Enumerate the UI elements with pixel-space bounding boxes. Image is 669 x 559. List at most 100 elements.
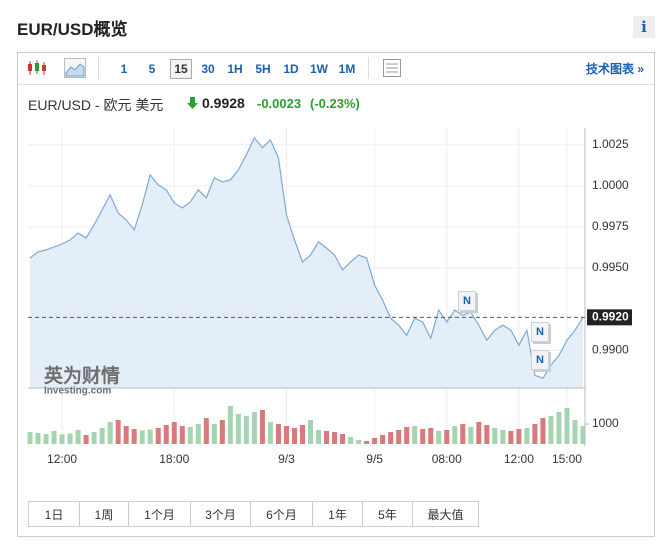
- volume-bar: [43, 434, 49, 444]
- volume-bar: [83, 435, 89, 444]
- interval-button[interactable]: 1W: [310, 62, 328, 76]
- range-button[interactable]: 1个月: [128, 501, 191, 527]
- y-tick-label: 1.0000: [592, 178, 629, 192]
- volume-bar: [235, 414, 241, 444]
- volume-bar: [412, 426, 418, 444]
- volume-bar: [460, 424, 466, 444]
- plot-layer: [27, 128, 586, 446]
- volume-bar: [476, 422, 482, 444]
- range-button[interactable]: 6个月: [250, 501, 313, 527]
- interval-button[interactable]: 15: [170, 59, 192, 79]
- quote-price: 0.9928: [202, 95, 245, 111]
- volume-bar: [27, 432, 33, 444]
- volume-bar: [372, 438, 378, 444]
- volume-bar: [316, 430, 322, 444]
- volume-bar: [115, 420, 121, 444]
- volume-bar: [195, 424, 201, 444]
- volume-bar: [163, 425, 169, 444]
- volume-bar: [500, 430, 506, 444]
- volume-bar: [572, 420, 578, 444]
- y-tick-label: 1.0025: [592, 137, 629, 151]
- volume-bar: [540, 418, 546, 444]
- volume-bar: [340, 434, 346, 444]
- interval-button[interactable]: 30: [201, 62, 215, 76]
- volume-bar: [91, 432, 97, 444]
- x-tick-label: 18:00: [159, 452, 189, 466]
- volume-bar: [203, 418, 209, 444]
- volume-bar: [468, 427, 474, 444]
- y-tick-label: 0.9975: [592, 219, 629, 233]
- volume-bar: [179, 426, 185, 444]
- volume-bar: [580, 426, 586, 444]
- volume-bar: [267, 422, 273, 444]
- page-title: EUR/USD概览: [17, 20, 128, 39]
- watermark-en: Investing.com: [44, 386, 111, 397]
- volume-bar: [75, 430, 81, 444]
- candle-icon[interactable]: [26, 58, 48, 78]
- technical-chart-link[interactable]: 技术图表 »: [586, 62, 645, 76]
- volume-bar: [227, 406, 233, 444]
- volume-bar: [532, 424, 538, 444]
- interval-button[interactable]: 1H: [227, 62, 243, 76]
- volume-bar: [187, 427, 193, 444]
- volume-bar: [348, 437, 354, 444]
- interval-button[interactable]: 1D: [283, 62, 299, 76]
- volume-bar: [283, 426, 289, 444]
- x-tick-label: 9/3: [278, 452, 295, 466]
- down-arrow: [187, 97, 198, 109]
- area-icon[interactable]: [64, 58, 86, 78]
- range-button[interactable]: 1年: [312, 501, 363, 527]
- volume-bar: [508, 431, 514, 444]
- current-price-box: [587, 309, 632, 326]
- quote-change: -0.0023: [257, 96, 302, 111]
- volume-bar: [171, 422, 177, 444]
- range-button[interactable]: 1日: [28, 501, 80, 527]
- volume-bar: [243, 416, 249, 444]
- x-tick-label: 15:00: [552, 452, 582, 466]
- range-button[interactable]: 3个月: [190, 501, 251, 527]
- range-button[interactable]: 1周: [79, 501, 129, 527]
- volume-bar: [131, 429, 137, 444]
- volume-bar: [324, 431, 330, 444]
- interval-button[interactable]: 5H: [255, 62, 271, 76]
- volume-bar: [139, 430, 145, 444]
- volume-bar: [556, 412, 562, 444]
- volume-bar: [388, 432, 394, 444]
- range-button[interactable]: 最大值: [412, 501, 479, 527]
- separator: [368, 57, 369, 79]
- volume-bar: [299, 425, 305, 444]
- volume-bar: [211, 424, 217, 444]
- news-marker[interactable]: N: [531, 350, 549, 370]
- chart-panel: [17, 52, 655, 537]
- news-marker[interactable]: N: [458, 291, 476, 311]
- volume-bar: [155, 428, 161, 444]
- volume-bar: [275, 424, 281, 444]
- table-icon[interactable]: [382, 58, 402, 78]
- volume-bar: [492, 428, 498, 444]
- x-tick-label: 12:00: [504, 452, 534, 466]
- separator: [98, 57, 99, 79]
- volume-bar: [308, 420, 314, 444]
- info-button[interactable]: i: [633, 16, 655, 38]
- x-tick-label: 12:00: [47, 452, 77, 466]
- volume-bar: [51, 431, 57, 444]
- watermark-cn: 英为财情: [44, 364, 120, 387]
- interval-button[interactable]: 5: [148, 62, 156, 76]
- news-marker[interactable]: N: [531, 322, 549, 342]
- volume-bar: [524, 428, 530, 444]
- range-button[interactable]: 5年: [362, 501, 413, 527]
- price-line: [29, 136, 584, 380]
- interval-button[interactable]: 1M: [338, 62, 356, 76]
- volume-bar: [67, 433, 73, 444]
- volume-bar: [147, 429, 153, 444]
- x-tick-label: 9/5: [366, 452, 383, 466]
- volume-bar: [516, 429, 522, 444]
- interval-button[interactable]: 1: [120, 62, 128, 76]
- y-tick-label: 0.9950: [592, 260, 629, 274]
- volume-bar: [99, 428, 105, 444]
- volume-bar: [396, 430, 402, 444]
- toolbar: [18, 53, 654, 85]
- volume-bar: [548, 416, 554, 444]
- volume-bar: [356, 440, 362, 444]
